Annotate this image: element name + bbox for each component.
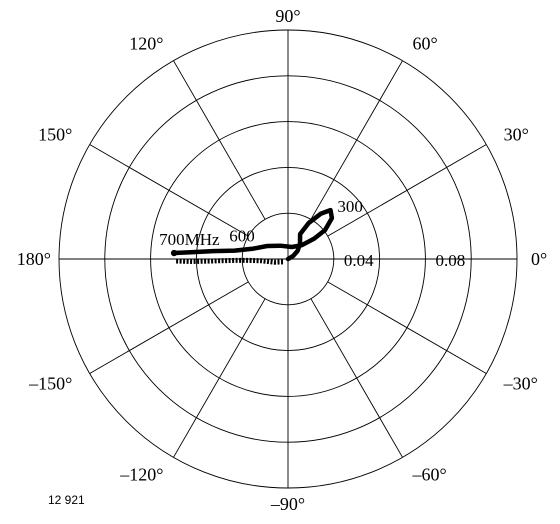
grid-spoke	[327, 144, 487, 237]
radial-tick-labels: 0.04 0.08	[344, 251, 465, 270]
radial-tick-label: 0.04	[344, 251, 374, 270]
frequency-label: 300	[337, 197, 363, 216]
grid-spoke	[310, 298, 403, 458]
radial-tick-label: 0.08	[435, 251, 465, 270]
angle-label: 0°	[531, 249, 547, 269]
angle-label: 90°	[275, 6, 300, 26]
series-line-solid	[171, 207, 335, 262]
grid-spoke	[310, 60, 403, 220]
angle-label: –30°	[503, 374, 538, 394]
data-series	[170, 207, 335, 265]
angle-label: –90°	[270, 494, 305, 514]
frequency-label: 700MHz	[159, 230, 220, 249]
grid-spoke	[89, 144, 249, 237]
angle-label: 150°	[38, 125, 72, 145]
grid-spoke	[173, 298, 266, 458]
angle-label: 60°	[413, 33, 438, 53]
angle-labels: 0° 30° 60° 90° 120° 150° 180° –150° –120° –90° –60…	[17, 6, 547, 514]
grid-spoke	[173, 60, 266, 220]
angle-label: 30°	[504, 125, 529, 145]
angle-label: 180°	[17, 249, 51, 269]
figure-number: 12 921	[48, 493, 85, 507]
grid-spoke	[89, 281, 249, 374]
frequency-labels: 300 600 700MHz	[159, 197, 363, 249]
angle-label: –120°	[119, 465, 163, 485]
angle-label: –150°	[28, 374, 72, 394]
frequency-label: 600	[229, 226, 255, 245]
angle-label: –60°	[412, 465, 447, 485]
series-line-dotted	[175, 257, 284, 265]
grid-spoke	[327, 281, 487, 374]
angle-label: 120°	[129, 33, 163, 53]
series-end-marker	[170, 249, 178, 257]
